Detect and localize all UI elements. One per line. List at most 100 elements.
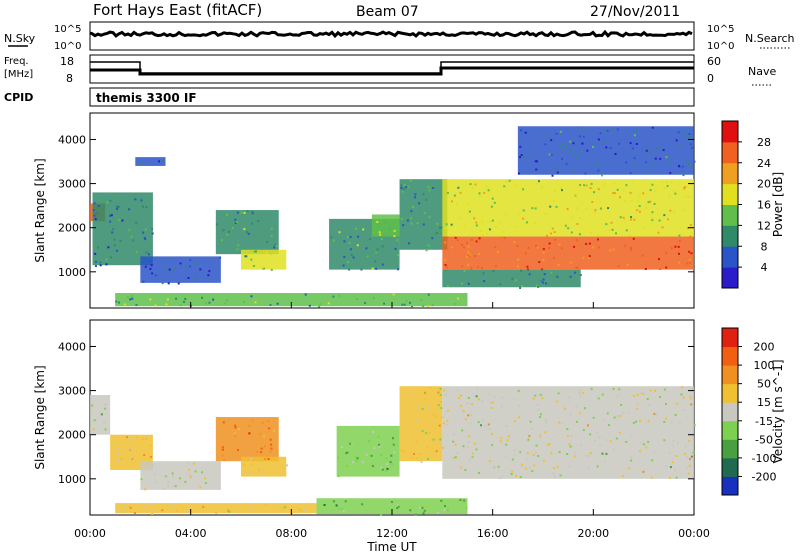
velocity-gate bbox=[143, 454, 146, 457]
power-gate bbox=[149, 267, 152, 270]
velocity-gate bbox=[663, 439, 666, 442]
velocity-gate bbox=[425, 432, 428, 435]
velocity-gate bbox=[337, 456, 340, 459]
power-gate bbox=[467, 203, 470, 206]
power-gate bbox=[453, 302, 456, 305]
power-gate bbox=[686, 227, 689, 230]
power-gate bbox=[270, 235, 273, 238]
power-gate bbox=[348, 241, 351, 244]
velocity-gate bbox=[642, 443, 645, 446]
velocity-gate bbox=[520, 465, 523, 468]
power-gate bbox=[422, 223, 425, 226]
velocity-gate bbox=[462, 410, 465, 413]
power-gate bbox=[582, 135, 585, 138]
power-gate bbox=[670, 247, 673, 250]
velocity-gate bbox=[393, 451, 396, 454]
power-gate bbox=[394, 247, 397, 250]
velocity-gate bbox=[599, 444, 602, 447]
power-gate bbox=[554, 166, 557, 169]
power-gate bbox=[375, 251, 378, 254]
power-colorbar: 28 24 20 16 12 8 4 bbox=[721, 120, 771, 289]
velocity-colorbar-swatch bbox=[722, 457, 738, 477]
power-gate bbox=[550, 271, 553, 274]
power-gate bbox=[632, 237, 635, 240]
power-gate bbox=[457, 297, 460, 300]
power-gate bbox=[143, 236, 146, 239]
power-gate bbox=[665, 251, 668, 254]
velocity-gate bbox=[488, 428, 491, 431]
velocity-gate bbox=[202, 505, 205, 508]
velocity-gate bbox=[465, 507, 468, 510]
velocity-gate bbox=[530, 428, 533, 431]
x-tick-label: 08:00 bbox=[275, 527, 307, 540]
velocity-gate bbox=[248, 424, 251, 427]
power-gate bbox=[569, 275, 572, 278]
power-colorbar-swatch bbox=[722, 162, 738, 185]
velocity-gate bbox=[440, 499, 443, 502]
velocity-gate bbox=[425, 446, 428, 449]
velocity-gate bbox=[342, 510, 345, 513]
power-gate bbox=[318, 305, 321, 308]
power-gate bbox=[673, 190, 676, 193]
power-gate bbox=[543, 273, 546, 276]
power-gate bbox=[240, 211, 243, 214]
power-gate bbox=[613, 192, 616, 195]
velocity-gate bbox=[586, 424, 589, 427]
power-gate bbox=[558, 243, 561, 246]
velocity-gate bbox=[335, 504, 338, 507]
power-gate bbox=[645, 161, 648, 164]
velocity-gate bbox=[264, 445, 267, 448]
velocity-gate bbox=[534, 451, 537, 454]
velocity-gate bbox=[237, 449, 240, 452]
power-gate bbox=[179, 304, 182, 307]
power-gate bbox=[576, 207, 579, 210]
velocity-region-2 bbox=[140, 461, 221, 491]
velocity-gate bbox=[562, 403, 565, 406]
velocity-gate bbox=[514, 420, 517, 423]
velocity-gate bbox=[415, 419, 418, 422]
velocity-gate bbox=[460, 466, 463, 469]
power-gate bbox=[588, 255, 591, 258]
power-gate bbox=[683, 187, 686, 190]
power-gate bbox=[440, 226, 443, 229]
power-gate bbox=[332, 239, 335, 242]
nsearch-tick-top: 10^5 bbox=[707, 24, 734, 35]
velocity-gate bbox=[690, 403, 693, 406]
velocity-gate bbox=[590, 387, 593, 390]
power-gate bbox=[622, 189, 625, 192]
power-gate bbox=[473, 217, 476, 220]
power-gate bbox=[508, 179, 511, 182]
power-gate bbox=[579, 274, 582, 277]
velocity-gate bbox=[671, 444, 674, 447]
power-gate bbox=[459, 217, 462, 220]
velocity-gate bbox=[639, 450, 642, 453]
cpid-label: CPID bbox=[4, 91, 33, 104]
power-gate bbox=[612, 192, 615, 195]
velocity-gate bbox=[385, 457, 388, 460]
power-gate bbox=[123, 303, 126, 306]
power-gate bbox=[450, 223, 453, 226]
power-colorbar-tick-label: 24 bbox=[757, 157, 771, 170]
power-gate bbox=[270, 227, 273, 230]
power-gate bbox=[154, 304, 157, 307]
power-gate bbox=[583, 184, 586, 187]
velocity-gate bbox=[397, 505, 400, 508]
power-gate bbox=[629, 191, 632, 194]
power-gate bbox=[598, 246, 601, 249]
velocity-gate bbox=[500, 437, 503, 440]
power-gate bbox=[113, 238, 116, 241]
power-gate bbox=[93, 214, 96, 217]
velocity-gate bbox=[511, 458, 514, 461]
power-ytick-label: 3000 bbox=[58, 178, 86, 191]
power-gate bbox=[585, 242, 588, 245]
power-gate bbox=[669, 209, 672, 212]
power-gate bbox=[517, 258, 520, 261]
power-gate bbox=[693, 160, 696, 163]
velocity-gate bbox=[526, 457, 529, 460]
velocity-gate bbox=[417, 406, 420, 409]
power-gate bbox=[541, 186, 544, 189]
power-gate bbox=[467, 254, 470, 257]
power-gate bbox=[469, 253, 472, 256]
power-gate bbox=[420, 299, 423, 302]
power-gate bbox=[490, 205, 493, 208]
